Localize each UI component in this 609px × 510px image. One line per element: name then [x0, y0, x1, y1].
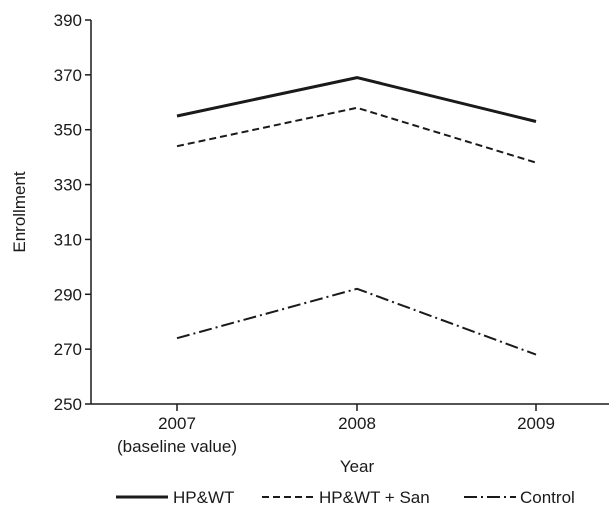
- y-tick-label: 310: [54, 230, 82, 249]
- y-tick-label: 370: [54, 66, 82, 85]
- y-axis-label: Enrollment: [10, 171, 29, 253]
- y-tick-label: 390: [54, 11, 82, 30]
- legend-label: Control: [520, 488, 575, 507]
- x-tick-label: 2009: [517, 414, 555, 433]
- y-tick-label: 250: [54, 395, 82, 414]
- chart-legend: HP&WT HP&WT + San Control: [116, 488, 575, 507]
- chart-series: [176, 76, 537, 356]
- series-line: [176, 106, 537, 164]
- legend-label: HP&WT + San: [319, 488, 430, 507]
- series-line: [176, 287, 537, 356]
- x-axis-ticks: 2007 (baseline value) 2008 2009: [117, 404, 555, 456]
- x-axis-label: Year: [340, 457, 375, 476]
- series-line: [176, 76, 537, 123]
- x-tick-sublabel: (baseline value): [117, 437, 237, 456]
- y-tick-label: 350: [54, 121, 82, 140]
- legend-label: HP&WT: [173, 488, 234, 507]
- y-tick-label: 290: [54, 285, 82, 304]
- y-tick-label: 270: [54, 340, 82, 359]
- y-tick-label: 330: [54, 176, 82, 195]
- x-tick-label: 2008: [338, 414, 376, 433]
- y-axis-ticks: 250 270 290 310 330 350 370 390: [54, 11, 91, 414]
- x-tick-label: 2007: [158, 414, 196, 433]
